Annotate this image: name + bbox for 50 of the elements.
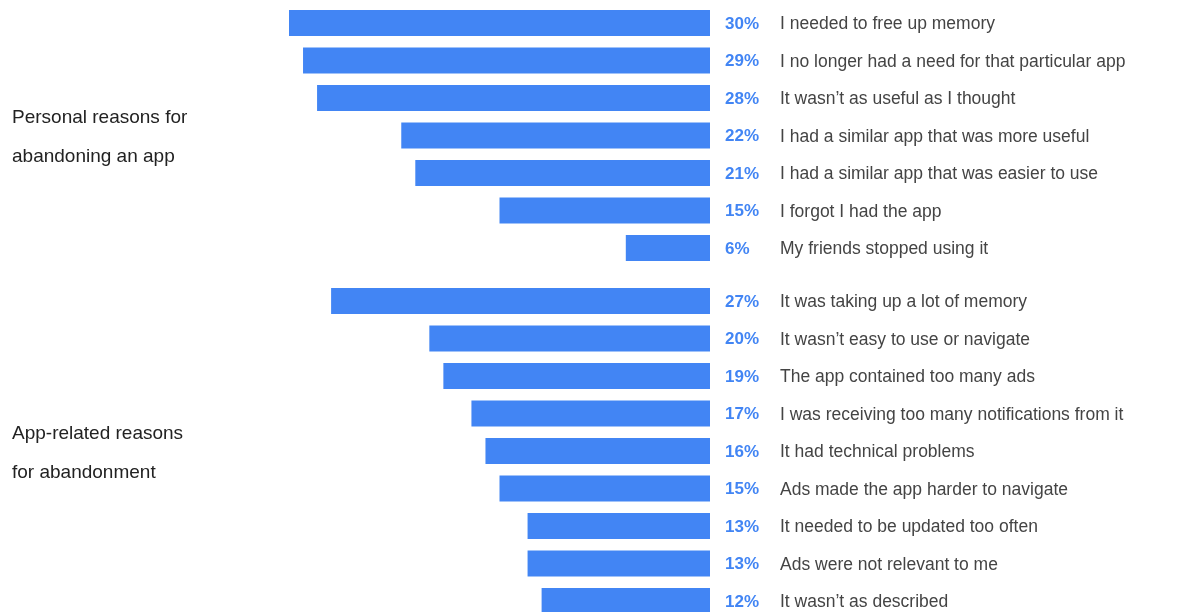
data-label: 22% [725, 126, 760, 145]
y-tick-label: Ads were not relevant to me [780, 553, 998, 574]
y-axis-title: App-related reasons for abandonment [12, 421, 184, 481]
data-label: 13% [725, 516, 760, 536]
data-label: 15% [725, 201, 760, 220]
bar [471, 400, 710, 427]
bar [415, 160, 710, 186]
bar [527, 550, 710, 577]
bar [485, 438, 710, 464]
y-tick-label: I was receiving too many notifications from it [780, 403, 1124, 424]
y-tick-label: Ads made the app harder to navigate [780, 478, 1068, 499]
y-tick-label: It wasn’t easy to use or navigate [780, 328, 1030, 349]
data-label: 30% [725, 13, 760, 33]
bar [625, 235, 710, 261]
y-tick-label: I no longer had a need for that particular app [780, 50, 1126, 71]
y-tick-label: It wasn’t as described [780, 591, 949, 611]
y-tick-label: I had a similar app that was easier to use [780, 163, 1099, 183]
data-label: 15% [725, 479, 760, 498]
bar [499, 475, 710, 502]
data-label: 12% [725, 591, 760, 611]
data-label: 13% [725, 554, 760, 573]
y-tick-label: It was taking up a lot of memory [780, 291, 1028, 311]
y-axis-title: Personal reasons for abandoning an app [12, 105, 188, 166]
y-tick-label: It wasn’t as useful as I thought [780, 88, 1016, 108]
bar [303, 47, 710, 74]
bar [289, 10, 710, 36]
data-label: 16% [725, 441, 760, 461]
data-label: 27% [725, 291, 760, 311]
y-tick-label: I needed to free up memory [780, 13, 996, 33]
bar [429, 325, 710, 352]
data-label: 21% [725, 163, 760, 183]
bar [331, 288, 710, 314]
bar [527, 513, 710, 539]
data-label: 28% [725, 88, 760, 108]
y-tick-label: I forgot I had the app [780, 200, 942, 221]
y-tick-label: My friends stopped using it [780, 238, 989, 258]
y-tick-label: It needed to be updated too often [780, 516, 1038, 536]
data-label: 20% [725, 329, 760, 348]
data-label: 29% [725, 51, 760, 70]
data-label: 6% [725, 238, 750, 258]
bar [401, 122, 710, 149]
bar [443, 363, 710, 389]
y-tick-label: The app contained too many ads [780, 366, 1036, 386]
bar [541, 588, 710, 612]
data-label: 17% [725, 404, 760, 423]
y-tick-label: It had technical problems [780, 441, 975, 461]
bar [317, 85, 710, 111]
bar [499, 197, 710, 224]
y-tick-label: I had a similar app that was more useful [780, 125, 1090, 146]
data-label: 19% [725, 366, 760, 386]
